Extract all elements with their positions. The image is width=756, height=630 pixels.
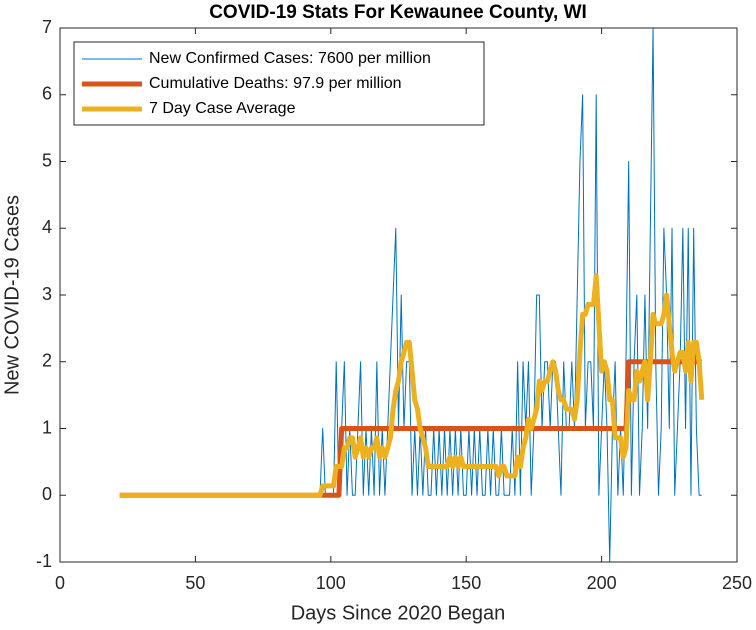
legend-label: 7 Day Case Average bbox=[149, 100, 296, 117]
x-tick-label: 200 bbox=[587, 573, 617, 593]
y-tick-label: -1 bbox=[36, 551, 52, 571]
y-tick-label: 5 bbox=[42, 150, 52, 170]
x-tick-label: 0 bbox=[55, 573, 65, 593]
y-tick-label: 7 bbox=[42, 17, 52, 37]
y-tick-label: 4 bbox=[42, 217, 52, 237]
data-line bbox=[119, 273, 705, 498]
x-axis-label: Days Since 2020 Began bbox=[291, 602, 506, 624]
axes-box bbox=[59, 27, 738, 563]
legend-label: New Confirmed Cases: 7600 per million bbox=[149, 50, 431, 67]
legend: New Confirmed Cases: 7600 per million Cum… bbox=[73, 41, 485, 126]
y-tick-label: 1 bbox=[42, 417, 52, 437]
y-tick-label: 0 bbox=[42, 484, 52, 504]
y-tick-label: 6 bbox=[42, 84, 52, 104]
x-tick-label: 100 bbox=[316, 573, 346, 593]
x-tick-label: 150 bbox=[451, 573, 481, 593]
legend-label: Cumulative Deaths: 97.9 per million bbox=[149, 75, 402, 92]
y-tick-label: 2 bbox=[42, 351, 52, 371]
legend-box bbox=[73, 41, 485, 126]
chart-title: COVID-19 Stats For Kewaunee County, WI bbox=[209, 2, 587, 23]
y-tick-label: 3 bbox=[42, 284, 52, 304]
x-tick-label: 50 bbox=[185, 573, 205, 593]
y-axis-label: New COVID-19 Cases bbox=[1, 195, 23, 395]
x-tick-label: 250 bbox=[722, 573, 752, 593]
